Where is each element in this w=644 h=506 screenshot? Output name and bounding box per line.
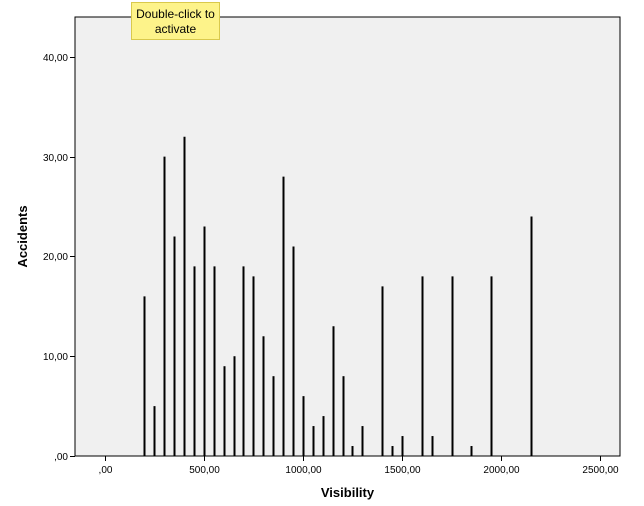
bar-series <box>143 136 533 456</box>
x-axis: ,00 500,00 1000,00 1500,00 2000,00 2500,00 <box>99 456 619 476</box>
y-tick-label: 30,00 <box>43 153 68 164</box>
x-tick-label: ,00 <box>99 465 113 476</box>
activate-tooltip[interactable]: Double-click to activate <box>131 2 220 40</box>
y-axis: ,00 10,00 20,00 30,00 40,00 <box>43 53 75 463</box>
x-axis-title: Visibility <box>321 485 375 500</box>
y-tick-label: 20,00 <box>43 252 68 263</box>
x-tick-label: 2000,00 <box>483 465 520 476</box>
y-tick-label: ,00 <box>54 452 68 463</box>
y-tick-label: 40,00 <box>43 53 68 64</box>
x-tick-label: 500,00 <box>189 465 220 476</box>
plot-area <box>74 16 621 457</box>
y-axis-title: Accidents <box>15 205 30 267</box>
x-tick-label: 1000,00 <box>285 465 322 476</box>
y-tick-label: 10,00 <box>43 352 68 363</box>
x-tick-label: 2500,00 <box>582 465 619 476</box>
x-tick-label: 1500,00 <box>384 465 421 476</box>
tooltip-line-2: activate <box>154 22 197 36</box>
tooltip-line-1: Double-click to <box>136 7 215 21</box>
